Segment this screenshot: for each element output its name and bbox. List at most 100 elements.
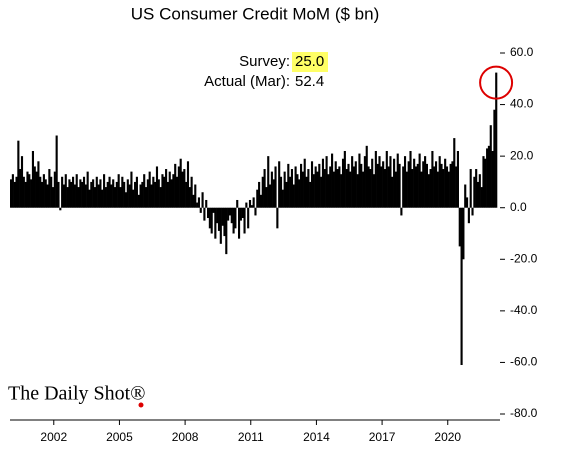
- bar: [307, 169, 310, 208]
- bar: [110, 184, 113, 208]
- bar: [73, 184, 76, 208]
- x-tick-label: 2011: [238, 430, 264, 444]
- bar: [132, 189, 135, 208]
- bar: [55, 135, 58, 208]
- bar: [216, 207, 219, 224]
- bar: [223, 207, 226, 237]
- x-tick-label: 2014: [303, 430, 330, 444]
- bar: [217, 207, 221, 231]
- bar: [24, 181, 27, 208]
- bar: [103, 174, 106, 208]
- highlight: [292, 52, 328, 72]
- bar: [486, 148, 489, 208]
- bar: [59, 207, 62, 211]
- bar: [480, 187, 483, 208]
- bar: [393, 158, 396, 208]
- bar: [365, 145, 368, 208]
- y-tick-label: -60.0: [510, 355, 538, 369]
- x-tick-label: 2017: [369, 430, 396, 444]
- bar: [41, 181, 44, 208]
- bar: [425, 163, 428, 208]
- bar: [210, 207, 213, 234]
- bar: [252, 197, 255, 208]
- bar: [290, 169, 294, 208]
- bar: [72, 176, 75, 208]
- bar: [214, 207, 217, 239]
- bar: [230, 207, 233, 224]
- bar: [152, 176, 155, 208]
- bar: [157, 179, 160, 208]
- bar: [134, 181, 137, 208]
- bar: [88, 189, 91, 208]
- bar: [28, 174, 31, 208]
- bar: [475, 169, 478, 208]
- bar: [456, 150, 459, 208]
- bar: [219, 207, 222, 244]
- bar: [259, 194, 263, 208]
- bar: [301, 171, 304, 208]
- bar: [212, 207, 215, 213]
- bar: [248, 199, 252, 208]
- bar: [318, 163, 321, 208]
- bar: [90, 181, 93, 208]
- bar: [420, 171, 423, 208]
- bar: [352, 166, 356, 208]
- bar: [447, 171, 450, 208]
- bar: [75, 174, 78, 208]
- bar: [374, 150, 377, 208]
- bar: [487, 145, 491, 208]
- bar: [407, 161, 410, 208]
- bar: [236, 199, 239, 208]
- bar: [272, 179, 275, 208]
- bar: [289, 176, 292, 208]
- bar: [305, 176, 308, 208]
- bar: [360, 163, 363, 208]
- bar: [237, 207, 241, 239]
- bar: [341, 158, 345, 208]
- bar: [61, 176, 64, 208]
- survey-value: 25.0: [295, 53, 324, 70]
- bar: [310, 161, 314, 208]
- bar: [327, 174, 330, 208]
- bar: [438, 156, 441, 208]
- bar: [462, 207, 465, 260]
- bar: [197, 197, 200, 208]
- bar: [108, 176, 111, 208]
- y-tick-label: 60.0: [510, 45, 534, 59]
- bar: [285, 181, 288, 208]
- bar: [141, 181, 144, 208]
- bar: [66, 187, 69, 208]
- bar: [292, 184, 295, 208]
- bar: [427, 174, 430, 208]
- bar: [471, 207, 474, 216]
- bar: [245, 202, 248, 208]
- bar: [372, 174, 376, 208]
- bar: [278, 161, 281, 208]
- bar: [383, 169, 387, 208]
- bar: [201, 192, 204, 208]
- bar: [62, 184, 66, 208]
- bar: [343, 150, 346, 208]
- bar: [445, 166, 449, 208]
- x-tick-label: 2020: [434, 430, 461, 444]
- bar: [254, 207, 257, 216]
- bar: [227, 207, 230, 221]
- bar: [146, 179, 149, 208]
- bar: [269, 184, 272, 208]
- bar: [369, 169, 372, 208]
- actual-value: 52.4: [295, 73, 324, 90]
- bar: [35, 171, 38, 208]
- bar: [414, 166, 418, 208]
- bar: [15, 176, 18, 208]
- bar: [26, 171, 29, 208]
- bar: [267, 156, 270, 208]
- bar: [489, 125, 492, 208]
- bar: [270, 171, 273, 208]
- bar: [431, 150, 434, 208]
- bar: [283, 171, 286, 208]
- bar: [143, 174, 146, 208]
- bar: [358, 153, 361, 208]
- bar: [10, 179, 13, 208]
- bar: [225, 207, 228, 255]
- bar: [175, 176, 179, 208]
